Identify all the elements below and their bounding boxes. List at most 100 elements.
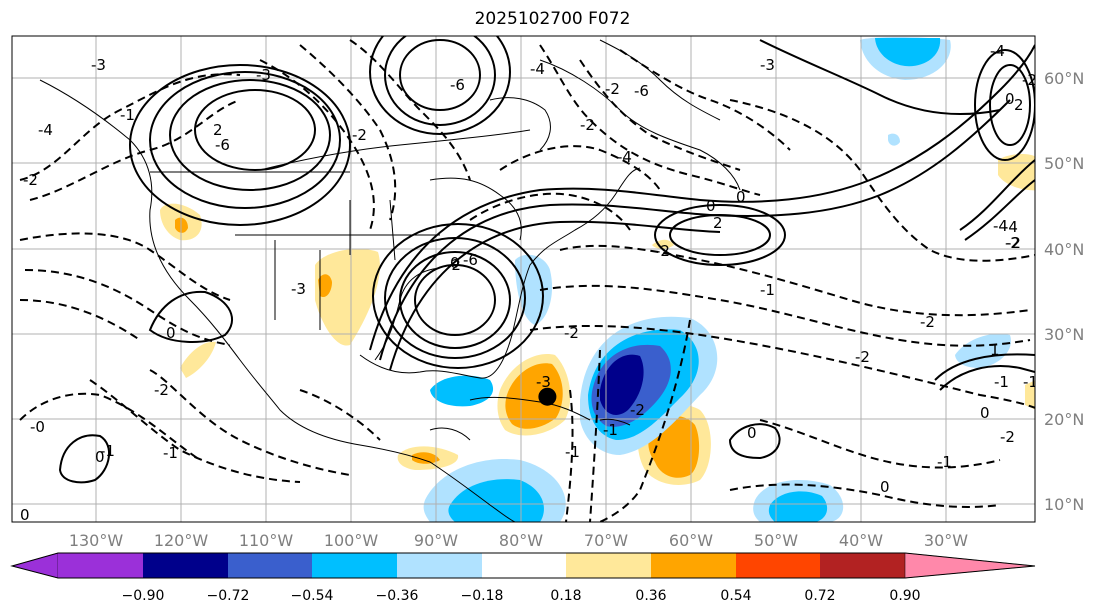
contour-label: -3 xyxy=(256,66,271,84)
colorbar-swatch xyxy=(482,553,568,578)
contour-label: -2 xyxy=(352,126,367,144)
colorbar-tick: −0.36 xyxy=(376,588,419,604)
contour-label: 0 xyxy=(736,188,746,206)
contour-label: -4 xyxy=(530,60,545,78)
contour-label: -2 xyxy=(1022,71,1037,89)
contour-label: -3 xyxy=(760,56,775,74)
colorbar-swatch xyxy=(228,553,314,578)
contour-label: -6 xyxy=(215,136,230,154)
contour-label: -0 xyxy=(30,418,45,436)
colorbar-swatch xyxy=(143,553,229,578)
contour-label: -1 xyxy=(994,373,1009,391)
coastlines xyxy=(39,39,741,522)
contour-label: 1 xyxy=(990,341,1000,359)
lat-label-10n: 10°N xyxy=(1044,495,1084,514)
contour-label: -2 xyxy=(1005,234,1020,252)
shade-positive-mexico xyxy=(180,341,216,378)
contour-label: -1 xyxy=(120,106,135,124)
lon-label-40w: 40°W xyxy=(839,531,883,550)
colorbar-tick: −0.72 xyxy=(207,588,250,604)
colorbar-swatch xyxy=(651,553,737,578)
contour-label: -2 xyxy=(580,116,595,134)
contour-label: 2 xyxy=(213,121,223,139)
colorbar-tick: 0.72 xyxy=(804,588,835,604)
contour-label: -3 xyxy=(91,56,106,74)
contour-label: -6 xyxy=(634,82,649,100)
contour-label: -1 xyxy=(760,281,775,299)
colorbar-extension-low xyxy=(11,552,59,579)
shaded-anomalies xyxy=(160,37,1035,522)
contour-label: -2 xyxy=(23,171,38,189)
contour-label: -2 xyxy=(920,313,935,331)
lat-label-20n: 20°N xyxy=(1044,410,1084,429)
shade-negative-central-america-core xyxy=(448,479,544,522)
contour-label: 0 xyxy=(166,324,176,342)
colorbar-tick: −0.54 xyxy=(291,588,334,604)
colorbar-tick: 0.18 xyxy=(550,588,581,604)
latitude-axis: 10°N 20°N 30°N 40°N 50°N 60°N xyxy=(1044,69,1084,514)
lon-label-130w: 130°W xyxy=(69,531,124,550)
colorbar: −0.90 −0.72 −0.54 −0.36 −0.18 0.18 0.36 … xyxy=(10,552,1036,604)
contour-label: -4 xyxy=(617,148,632,166)
contour-label: 0 xyxy=(980,404,990,422)
contour-label: 0 xyxy=(20,506,30,524)
colorbar-tick: −0.18 xyxy=(461,588,504,604)
contour-label: -4 xyxy=(1003,218,1018,236)
shade-positive-caribbean-core xyxy=(505,363,563,429)
contour-label: -2 xyxy=(855,348,870,366)
contour-label: -6 xyxy=(463,251,478,269)
contour-label: -1 xyxy=(163,444,178,462)
map-area: -3 -3 -4 -2 -6 -2 -3 -6 -4 -2 -4 -3 -6 -… xyxy=(12,36,1038,524)
contour-label: -6 xyxy=(450,76,465,94)
colorbar-swatch xyxy=(312,553,398,578)
contour-label: -2 xyxy=(655,242,670,260)
shade-positive-plains-core xyxy=(318,274,332,298)
colorbar-swatch xyxy=(566,553,652,578)
contour-label: -4 xyxy=(993,217,1008,235)
contour-labels: -3 -3 -4 -2 -6 -2 -3 -6 -4 -2 -4 -3 -6 -… xyxy=(20,42,1038,524)
longitude-axis: 130°W 120°W 110°W 100°W 90°W 80°W 70°W 6… xyxy=(69,531,968,550)
lon-label-30w: 30°W xyxy=(924,531,968,550)
contour-label: 0 xyxy=(95,448,105,466)
colorbar-tick: −0.90 xyxy=(122,588,165,604)
contour-label: -1 xyxy=(1023,373,1038,391)
shade-positive-yucatan-core xyxy=(412,452,440,464)
lon-label-70w: 70°W xyxy=(584,531,628,550)
storm-center-marker xyxy=(538,387,557,406)
lon-label-60w: 60°W xyxy=(669,531,713,550)
colorbar-swatch xyxy=(58,553,144,578)
contour-label: 0 xyxy=(706,197,716,215)
contour-label: 0 xyxy=(880,478,890,496)
contour-label: -1 xyxy=(937,453,952,471)
negative-contours xyxy=(19,39,1035,522)
lat-label-50n: 50°N xyxy=(1044,154,1084,173)
colorbar-swatch xyxy=(397,553,483,578)
shade-negative-small xyxy=(888,133,900,146)
map-frame xyxy=(11,35,1036,523)
colorbar-extension-high xyxy=(904,552,1036,579)
shade-positive-plains xyxy=(315,248,380,346)
contour-label: 2 xyxy=(1014,96,1024,114)
contour-label: -2 xyxy=(1000,428,1015,446)
contour-label: -3 xyxy=(291,280,306,298)
colorbar-tick: 0.36 xyxy=(635,588,666,604)
colorbar-tick: 0.54 xyxy=(720,588,751,604)
shade-negative-east-core xyxy=(768,491,828,522)
shade-positive-far-east xyxy=(1025,380,1035,410)
colorbar-tick: 0.90 xyxy=(889,588,920,604)
lon-label-50w: 50°W xyxy=(754,531,798,550)
contour-label: -2 xyxy=(605,80,620,98)
contour-label: 0 xyxy=(1005,90,1015,108)
contour-label: -4 xyxy=(38,121,53,139)
lon-label-80w: 80°W xyxy=(499,531,543,550)
contour-label: -1 xyxy=(603,421,618,439)
lat-label-60n: 60°N xyxy=(1044,69,1084,88)
shade-negative-atlantic-core xyxy=(600,354,644,415)
lat-label-30n: 30°N xyxy=(1044,325,1084,344)
contour-label: -2 xyxy=(564,324,579,342)
contour-label: -3 xyxy=(536,373,551,391)
map-title: 2025102700 F072 xyxy=(474,9,631,29)
lat-label-40n: 40°N xyxy=(1044,240,1084,259)
contour-label: 0 xyxy=(450,254,460,272)
